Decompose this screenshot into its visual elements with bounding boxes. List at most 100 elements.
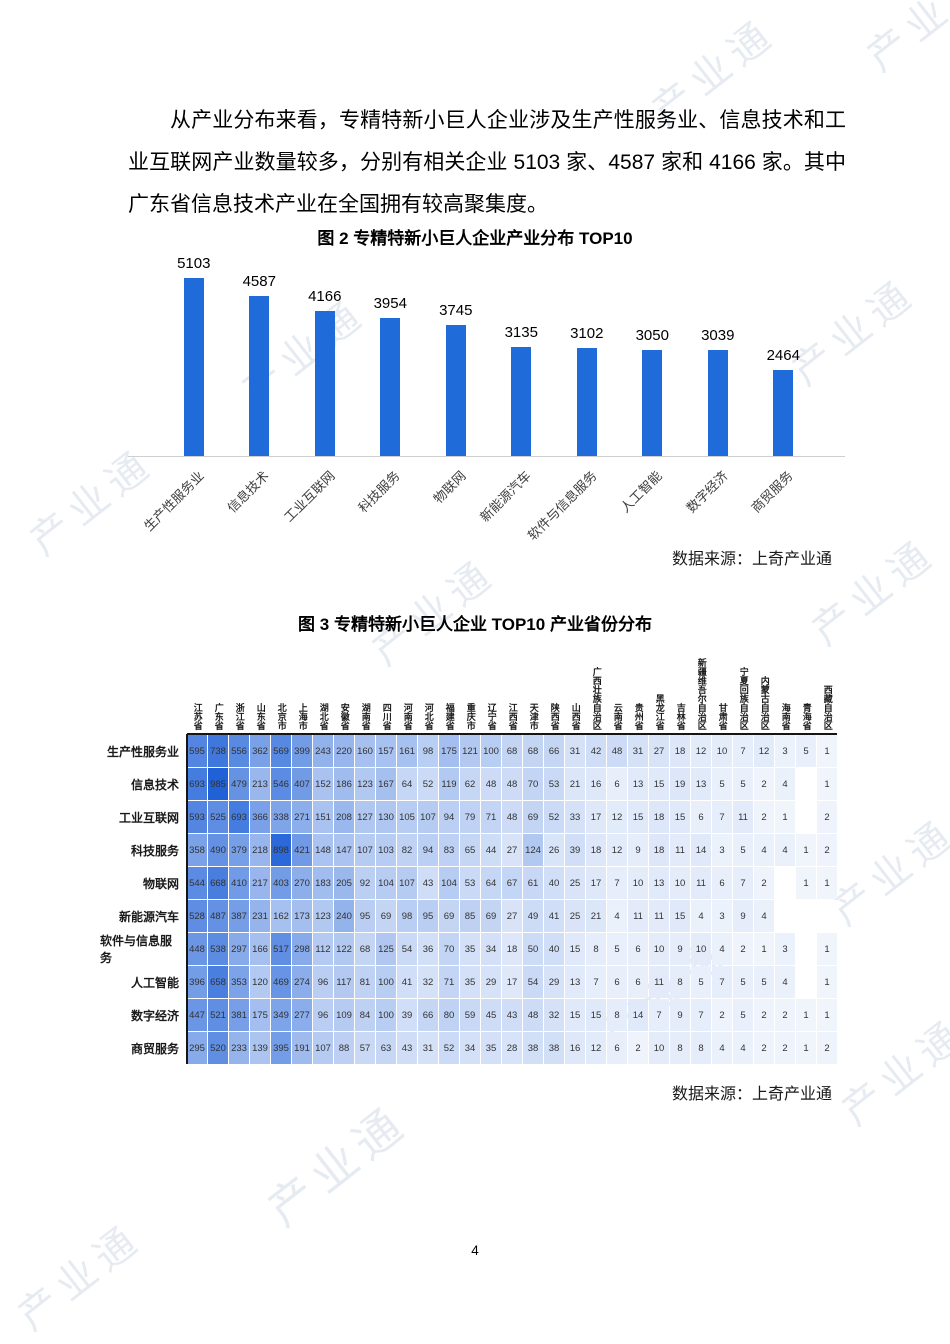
heatmap-row-label: 物联网: [142, 876, 179, 891]
heatmap-cell: 52: [439, 1032, 459, 1064]
heatmap-cell: 70: [523, 768, 543, 800]
heatmap-cell: 36: [418, 933, 438, 965]
heatmap-cell: 7: [712, 966, 732, 998]
heatmap-cell: 66: [418, 999, 438, 1031]
heatmap-cell: 32: [418, 966, 438, 998]
heatmap-cell: 167: [376, 768, 396, 800]
heatmap-column-header: 上海市: [297, 703, 308, 730]
heatmap-grid: 江苏省 广东省 浙江省 山东省 北京市 上海市 湖北省 安徽省 湖南省 四川省 河南省 河北省 福建省重…: [100, 632, 837, 1064]
watermark: 产业通: [859, 0, 950, 80]
heatmap-cell: 105: [397, 801, 417, 833]
heatmap-cell: 1: [817, 768, 837, 800]
heatmap-cell: 139: [250, 1032, 270, 1064]
heatmap-cell: 68: [523, 735, 543, 767]
heatmap-cell: 2: [817, 834, 837, 866]
heatmap-cell: 569: [271, 735, 291, 767]
bar-category-label: 物联网: [430, 468, 469, 507]
heatmap-row-label: 数字经济: [130, 1008, 179, 1023]
heatmap-cell: 521: [208, 999, 228, 1031]
bar: [183, 278, 204, 456]
heatmap-cell: 12: [586, 1032, 606, 1064]
heatmap-column-header: 新疆维吾尔自治区: [696, 658, 707, 730]
heatmap-cell: [796, 801, 816, 833]
heatmap-cell: 14: [691, 834, 711, 866]
heatmap-cell: 81: [355, 966, 375, 998]
bar-value-label: 3135: [504, 324, 538, 341]
heatmap-cell: 1: [796, 834, 816, 866]
heatmap-column-header: 河南省: [402, 703, 413, 730]
heatmap-cell: 161: [397, 735, 417, 767]
heatmap-cell: 38: [523, 1032, 543, 1064]
heatmap-cell: 62: [460, 768, 480, 800]
heatmap-cell: 183: [313, 867, 333, 899]
bar-value-label: 3954: [373, 295, 407, 312]
heatmap-cell: 8: [691, 1032, 711, 1064]
bar-group: 3050: [620, 252, 686, 456]
heatmap-cell: 2: [817, 801, 837, 833]
heatmap-cell: 15: [565, 999, 585, 1031]
heatmap-cell: 53: [544, 768, 564, 800]
heatmap-cell: 10: [628, 867, 648, 899]
heatmap-cell: 48: [481, 768, 501, 800]
heatmap-column-header: 山东省: [255, 703, 266, 730]
heatmap-cell: 15: [670, 900, 690, 932]
heatmap-cell: 8: [607, 999, 627, 1031]
heatmap-cell: 525: [208, 801, 228, 833]
heatmap-cell: 98: [397, 900, 417, 932]
figure3-title: 图 3 专精特新小巨人企业 TOP10 产业省份分布: [298, 615, 652, 634]
heatmap-cell: 152: [313, 768, 333, 800]
heatmap-cell: 53: [460, 867, 480, 899]
heatmap-cell: 35: [460, 933, 480, 965]
heatmap-cell: 95: [418, 900, 438, 932]
heatmap-column-header: 西藏自治区: [822, 685, 833, 730]
heatmap-cell: 4: [691, 900, 711, 932]
bar-value-label: 3102: [570, 325, 604, 342]
heatmap-cell: 64: [397, 768, 417, 800]
heatmap-column-header: 海南省: [780, 703, 791, 730]
heatmap-cell: 43: [418, 867, 438, 899]
heatmap-cell: 3: [712, 900, 732, 932]
heatmap-cell: 11: [691, 867, 711, 899]
heatmap-cell: 11: [628, 900, 648, 932]
heatmap-cell: 17: [586, 867, 606, 899]
bar-category-label: 科技服务: [355, 468, 403, 516]
heatmap-cell: 5: [607, 933, 627, 965]
heatmap-cell: 8: [670, 966, 690, 998]
heatmap-cell: 447: [187, 999, 207, 1031]
heatmap-cell: 4: [775, 966, 795, 998]
heatmap-row-label: 人工智能: [130, 975, 179, 990]
heatmap-cell: 52: [544, 801, 564, 833]
bar-group: 4587: [227, 252, 293, 456]
heatmap-cell: 387: [229, 900, 249, 932]
heatmap-cell: 396: [187, 966, 207, 998]
heatmap-row-label: 软件与信息服务: [100, 934, 173, 965]
heatmap-cell: 1: [796, 867, 816, 899]
heatmap-cell: 298: [292, 933, 312, 965]
heatmap-cell: 11: [649, 966, 669, 998]
heatmap-cell: 70: [439, 933, 459, 965]
heatmap-cell: 7: [607, 867, 627, 899]
heatmap-cell: 107: [313, 1032, 333, 1064]
heatmap-cell: 40: [544, 867, 564, 899]
heatmap-cell: 39: [565, 834, 585, 866]
heatmap-cell: 233: [229, 1032, 249, 1064]
heatmap-cell: 349: [271, 999, 291, 1031]
heatmap-cell: 538: [208, 933, 228, 965]
heatmap-cell: 7: [649, 999, 669, 1031]
heatmap-cell: 94: [418, 834, 438, 866]
heatmap-cell: 33: [565, 801, 585, 833]
heatmap-cell: 4: [754, 900, 774, 932]
heatmap-cell: 11: [649, 900, 669, 932]
heatmap-cell: 160: [355, 735, 375, 767]
heatmap-cell: 123: [313, 900, 333, 932]
heatmap-cell: [817, 900, 837, 932]
heatmap-cell: 4: [712, 1032, 732, 1064]
heatmap-cell: 27: [502, 834, 522, 866]
heatmap-cell: 18: [649, 801, 669, 833]
heatmap-column-header: 河北省: [423, 703, 434, 730]
heatmap-cell: 48: [607, 735, 627, 767]
heatmap-cell: 1: [817, 933, 837, 965]
heatmap-cell: 10: [649, 933, 669, 965]
heatmap-cell: 297: [229, 933, 249, 965]
watermark: 产业通: [10, 1215, 151, 1339]
